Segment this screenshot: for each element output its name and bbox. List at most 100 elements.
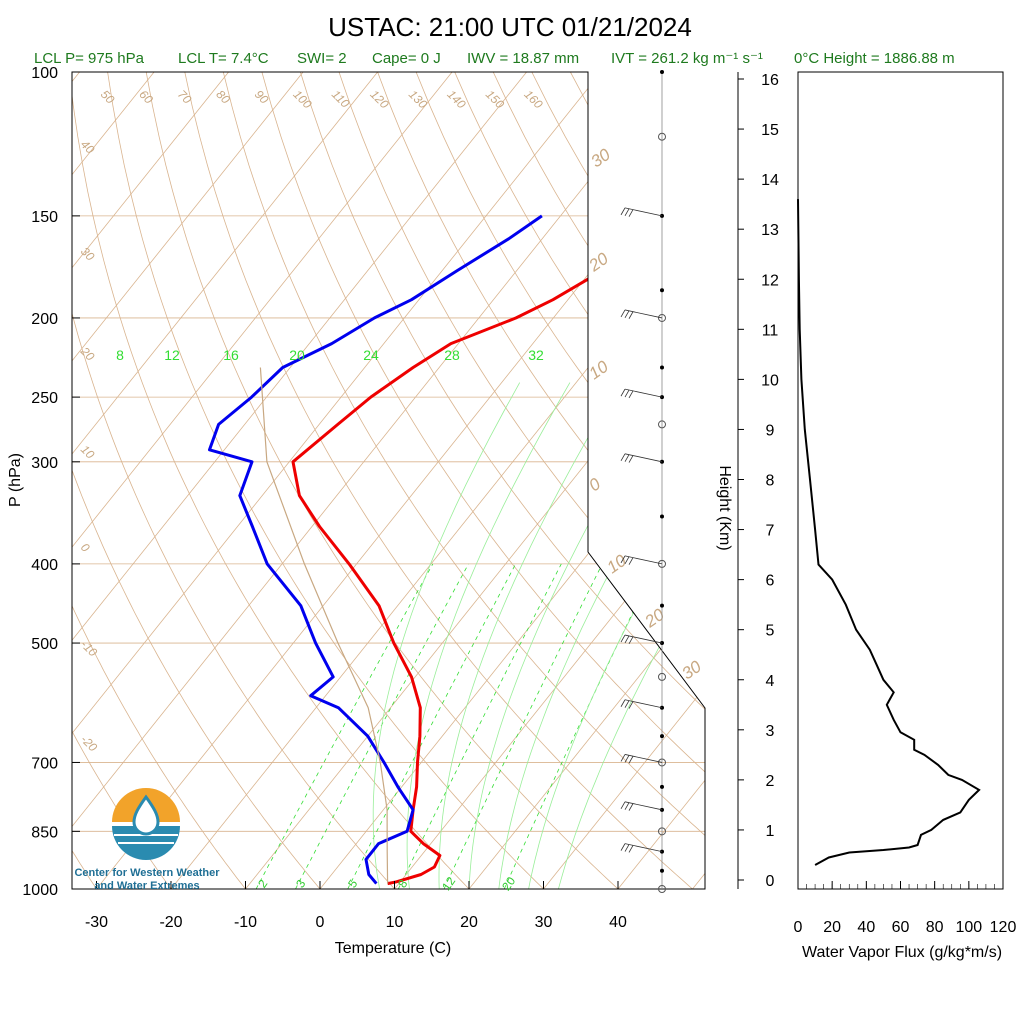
wind-barb-flag — [620, 843, 626, 851]
wind-barb-staff — [624, 699, 663, 709]
dry-adiabat-line — [531, 72, 705, 889]
isotherm-label-right: 10 — [603, 551, 630, 578]
x-tick-label: -10 — [234, 914, 257, 931]
flux-x-tick-label: 120 — [990, 919, 1017, 936]
y-tick-label: 150 — [31, 209, 58, 226]
dewpoint-trace — [208, 214, 543, 885]
wind-barb-flag — [628, 636, 634, 645]
iwv: IWV = 18.87 mm — [467, 50, 579, 67]
subtitle: LCL P= 975 hPa LCL T= 7.4°C SWI= 2 Cape=… — [34, 50, 955, 67]
moist-adiabat-line — [528, 382, 705, 889]
wind-barb-flag — [628, 455, 634, 463]
freezing-height: 0°C Height = 1886.88 m — [794, 50, 955, 67]
flux-y-label: Height (Km) — [716, 465, 733, 550]
wind-barb-flag — [628, 701, 634, 709]
dry-adiabat-line — [454, 72, 705, 889]
wind-barb-flag — [624, 635, 630, 644]
isotherm-label: 20 — [77, 344, 97, 364]
flux-y-tick-label: 11 — [762, 322, 779, 339]
moist-adiabat-label: 20 — [289, 347, 305, 363]
x-tick-label: 0 — [316, 914, 325, 931]
barb-dot — [660, 514, 664, 519]
wind-barb-flag — [624, 208, 630, 216]
wind-barb-staff — [624, 801, 663, 811]
wind-barb-flag — [624, 700, 630, 708]
x-tick-label: -20 — [159, 914, 182, 931]
wind-barb-flag — [624, 755, 630, 763]
flux-y-tick-label: 4 — [766, 673, 775, 690]
isotherm-line — [72, 72, 229, 889]
isotherm-line — [394, 72, 705, 889]
cw3e-logo: Center for Western Weather and Water Ext… — [74, 788, 220, 892]
moist-adiabat-label: 28 — [444, 347, 460, 363]
mixing-ratio-label: 20 — [499, 874, 518, 893]
wind-barb-flag — [624, 802, 630, 810]
y-tick-label: 400 — [31, 557, 58, 574]
flux-x-tick-label: 80 — [926, 919, 944, 936]
dry-adiabat-line — [107, 72, 562, 889]
wind-barb-flag — [620, 634, 626, 643]
isotherm-label-right: 10 — [585, 357, 612, 384]
flux-y-tick-label: 6 — [766, 573, 775, 590]
dry-adiabat-label: 100 — [290, 87, 314, 111]
dry-adiabat-line — [570, 72, 705, 889]
flux-x-tick-label: 20 — [823, 919, 841, 936]
mixing-ratio-label: 12 — [439, 874, 458, 893]
isotherm-line — [72, 72, 676, 889]
temperature-trace — [291, 214, 694, 886]
mixing-ratio-label: 2 — [255, 877, 270, 891]
wind-barb-flag — [624, 389, 630, 398]
isotherm-line — [170, 72, 705, 889]
wind-barb-flag — [620, 555, 626, 564]
wind-barb-flag — [628, 845, 634, 853]
wind-barb-flag — [624, 310, 630, 319]
isotherm-line — [0, 72, 5, 889]
isotherm-line — [72, 72, 602, 889]
flux-x-tick-label: 60 — [892, 919, 910, 936]
x-tick-label: 40 — [609, 914, 627, 931]
wind-barb-flag — [628, 557, 634, 565]
isotherm-label: 30 — [78, 244, 98, 264]
wind-barb-flag — [620, 801, 626, 810]
flux-y-tick-label: 1 — [766, 823, 775, 840]
isotherm-label-right: 30 — [678, 657, 705, 684]
flux-y-tick-label: 10 — [761, 372, 779, 389]
mixing-ratio-line — [255, 563, 434, 889]
flux-y-tick-label: 12 — [761, 272, 779, 289]
dry-adiabat-line — [261, 72, 705, 889]
dry-adiabat-label: 50 — [98, 87, 118, 107]
flux-y-tick-label: 8 — [766, 473, 775, 490]
parcel-trace — [259, 367, 389, 884]
flux-y-tick-label: 15 — [761, 122, 779, 139]
mixing-ratio-line — [503, 563, 657, 889]
flux-profile-line — [797, 199, 981, 866]
barb-dot — [660, 784, 664, 789]
logo-line-1: Center for Western Weather — [74, 867, 220, 879]
moist-adiabat-line — [438, 382, 621, 889]
y-tick-label: 700 — [31, 755, 58, 772]
lcl-pressure: LCL P= 975 hPa — [34, 50, 145, 67]
isotherm-line — [72, 72, 527, 889]
wind-barb-flag — [624, 844, 630, 852]
dry-adiabat-line — [184, 72, 705, 889]
chart-title: USTAC: 21:00 UTC 01/21/2024 — [328, 12, 692, 42]
wind-barb-column — [620, 70, 666, 893]
dry-adiabat-label: 140 — [444, 87, 468, 111]
swi: SWI= 2 — [297, 50, 347, 67]
y-tick-label: 300 — [31, 455, 58, 472]
wind-barb-flag — [624, 556, 630, 564]
flux-y-tick-label: 14 — [761, 172, 779, 189]
wind-barb-staff — [624, 754, 663, 763]
flux-x-tick-label: 100 — [955, 919, 982, 936]
skew-t-frame — [71, 71, 706, 890]
isotherm-label: 0 — [78, 540, 93, 555]
moist-adiabat-label: 8 — [116, 347, 124, 363]
isotherm-line — [617, 72, 705, 889]
dry-adiabat-line — [222, 72, 705, 889]
moist-adiabat-line — [406, 382, 571, 889]
flux-y-tick-label: 0 — [766, 873, 775, 890]
wind-barb-flag — [628, 311, 634, 319]
wind-barb-flag — [628, 803, 634, 811]
isotherm-line — [245, 72, 705, 889]
